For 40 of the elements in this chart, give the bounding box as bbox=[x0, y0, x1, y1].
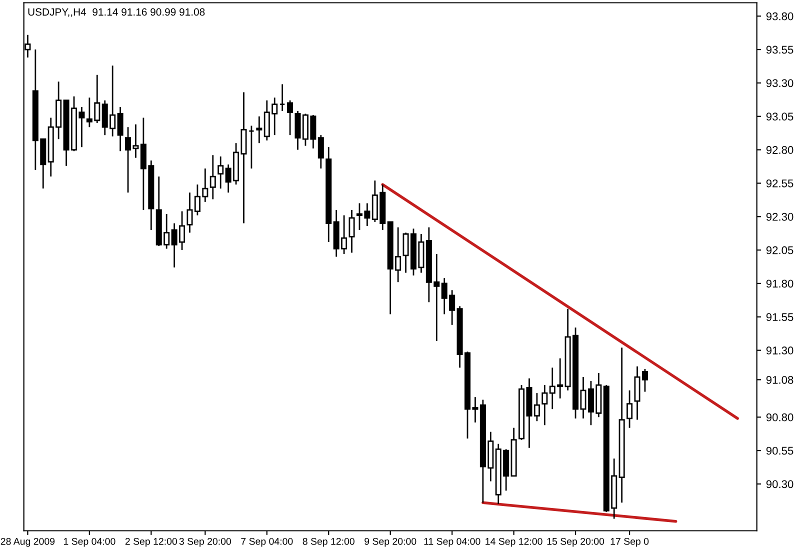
candlestick bbox=[248, 125, 254, 170]
y-tick-label: 91.30 bbox=[766, 346, 794, 354]
y-tick-label: 92.30 bbox=[766, 212, 794, 221]
y-tick-label: 93.55 bbox=[766, 46, 794, 54]
x-tick-label: 15 Sep 20:00 bbox=[547, 538, 604, 547]
candlestick bbox=[117, 106, 124, 152]
x-tick-label: 7 Sep 04:00 bbox=[241, 538, 293, 547]
candlestick bbox=[186, 192, 193, 234]
x-tick-label: 17 Sep 0 bbox=[610, 538, 649, 547]
x-tick-label: 28 Aug 2009 bbox=[0, 538, 55, 547]
y-tick-label: 92.05 bbox=[766, 246, 794, 254]
y-tick-label: 91.80 bbox=[766, 280, 794, 288]
x-tick-label: 8 Sep 12:00 bbox=[302, 538, 354, 547]
candlestick bbox=[256, 116, 262, 144]
x-tick-label: 1 Sep 04:00 bbox=[64, 538, 116, 547]
candlestick bbox=[210, 154, 216, 200]
y-tick-label: 92.55 bbox=[766, 179, 794, 188]
x-tick-label: 2 Sep 12:00 bbox=[125, 538, 177, 547]
y-tick-label: 90.55 bbox=[766, 446, 794, 455]
x-tick-label: 9 Sep 20:00 bbox=[364, 538, 416, 547]
candlestick bbox=[279, 84, 286, 112]
y-tick-label: 90.80 bbox=[766, 413, 794, 422]
candlestick bbox=[318, 134, 324, 170]
y-tick-label: 93.05 bbox=[766, 112, 794, 121]
x-tick-label: 3 Sep 20:00 bbox=[179, 538, 232, 547]
x-tick-label: 14 Sep 12:00 bbox=[486, 538, 542, 547]
chart-title: USDJPY,,H4 91.14 91.16 90.99 91.08 bbox=[28, 8, 205, 17]
y-tick-label: 93.30 bbox=[766, 79, 794, 88]
y-tick-label: 91.08 bbox=[766, 376, 794, 384]
y-tick-label: 91.55 bbox=[766, 313, 794, 322]
y-tick-label: 90.30 bbox=[766, 480, 794, 488]
x-tick-label: 11 Sep 04:00 bbox=[424, 538, 480, 547]
candlestick bbox=[534, 392, 540, 422]
candlestick bbox=[542, 384, 548, 426]
candlestick bbox=[626, 390, 633, 429]
candlestick bbox=[348, 209, 355, 254]
y-tick-label: 93.80 bbox=[766, 12, 794, 20]
candlestick bbox=[287, 100, 294, 136]
y-tick-label: 92.80 bbox=[766, 146, 794, 154]
candlestick bbox=[218, 156, 224, 190]
